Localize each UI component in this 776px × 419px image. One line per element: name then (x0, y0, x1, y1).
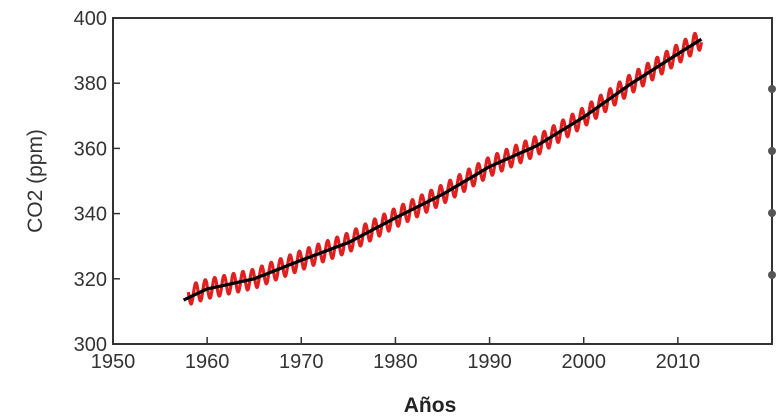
side-marker (768, 147, 776, 155)
x-tick-label: 2000 (561, 351, 606, 373)
x-axis-title: Años (404, 394, 457, 417)
y-tick-label: 300 (74, 334, 107, 356)
x-tick-label: 1960 (185, 351, 230, 373)
side-marker (768, 85, 776, 93)
side-marker (768, 271, 776, 279)
y-tick-label: 400 (74, 8, 107, 30)
x-tick-label: 1980 (373, 351, 418, 373)
side-marker (768, 209, 776, 217)
x-tick-label: 2010 (656, 351, 701, 373)
y-axis-title: CO2 (ppm) (24, 129, 47, 233)
y-tick-label: 360 (74, 138, 107, 160)
x-tick-label: 1970 (279, 351, 324, 373)
y-tick-label: 340 (74, 204, 107, 226)
x-tick-label: 1990 (467, 351, 512, 373)
y-tick-label: 380 (74, 73, 107, 95)
y-tick-label: 320 (74, 269, 107, 291)
